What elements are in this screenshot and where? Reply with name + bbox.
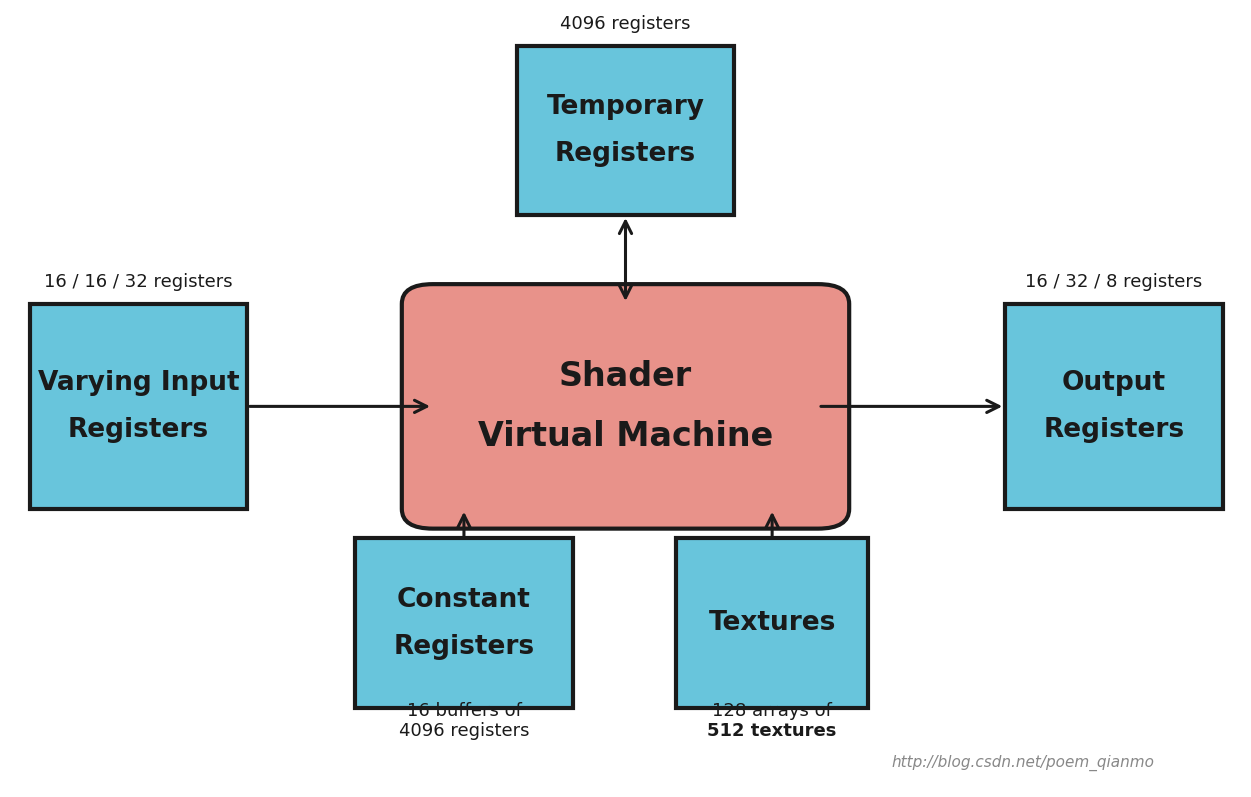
Text: 4096 registers: 4096 registers — [399, 721, 529, 740]
Text: 4096 registers: 4096 registers — [560, 15, 691, 33]
Text: 128 arrays of: 128 arrays of — [712, 702, 832, 720]
Text: Registers: Registers — [68, 417, 209, 443]
Text: Textures: Textures — [708, 611, 836, 636]
FancyBboxPatch shape — [1005, 304, 1222, 509]
Text: Registers: Registers — [393, 634, 534, 660]
Text: 16 buffers of: 16 buffers of — [407, 702, 522, 720]
Text: 16 / 32 / 8 registers: 16 / 32 / 8 registers — [1026, 273, 1202, 291]
Text: Varying Input: Varying Input — [38, 370, 239, 396]
FancyBboxPatch shape — [30, 304, 248, 509]
Text: Registers: Registers — [1043, 417, 1185, 443]
Text: 16 / 16 / 32 registers: 16 / 16 / 32 registers — [44, 273, 233, 291]
FancyBboxPatch shape — [355, 539, 573, 708]
Text: Constant: Constant — [397, 587, 530, 613]
Text: Shader: Shader — [559, 360, 692, 393]
FancyBboxPatch shape — [402, 285, 849, 528]
Text: Temporary: Temporary — [547, 94, 704, 120]
Text: Output: Output — [1062, 370, 1166, 396]
Text: Virtual Machine: Virtual Machine — [478, 420, 773, 453]
FancyBboxPatch shape — [517, 45, 734, 215]
Text: 512 textures: 512 textures — [708, 721, 837, 740]
FancyBboxPatch shape — [676, 539, 868, 708]
Text: http://blog.csdn.net/poem_qianmo: http://blog.csdn.net/poem_qianmo — [892, 755, 1155, 771]
Text: Registers: Registers — [555, 141, 696, 167]
